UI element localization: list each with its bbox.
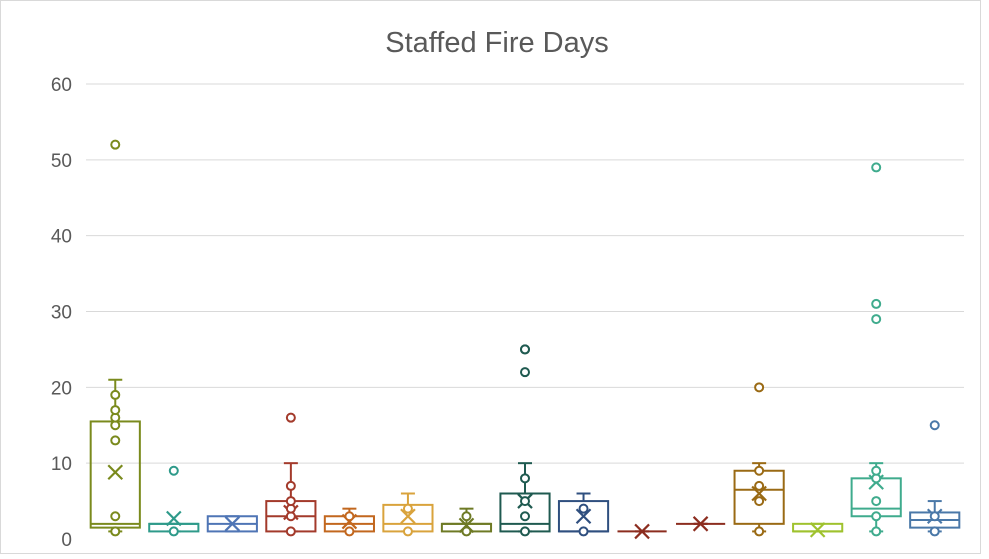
box-series <box>440 507 493 537</box>
box-series <box>323 507 375 537</box>
box-series <box>557 492 610 537</box>
box-series <box>909 420 961 537</box>
box-series <box>676 516 726 532</box>
data-point <box>285 480 296 491</box>
box-series <box>89 139 141 537</box>
data-point <box>461 526 472 537</box>
y-tick-label: 0 <box>61 530 72 551</box>
box-series <box>499 344 551 537</box>
outlier-point <box>168 465 179 476</box>
data-point <box>402 503 413 514</box>
box-series <box>792 522 844 538</box>
box-series <box>382 492 434 537</box>
data-point <box>285 526 296 537</box>
data-point <box>168 526 179 537</box>
data-point <box>110 511 121 522</box>
data-point <box>110 435 121 446</box>
y-tick-label: 10 <box>51 454 72 475</box>
data-point <box>578 503 589 514</box>
data-point <box>929 526 940 537</box>
y-tick-label: 50 <box>51 151 72 172</box>
data-point <box>344 526 355 537</box>
y-axis-tick-labels: 0 10 20 30 40 50 60 <box>51 75 72 551</box>
outlier-point <box>929 420 940 431</box>
data-point <box>110 389 121 400</box>
data-point <box>754 526 765 537</box>
data-point <box>929 511 940 522</box>
data-point <box>520 526 530 537</box>
mean-marker <box>224 516 241 532</box>
outlier-point <box>520 367 530 378</box>
data-point <box>754 465 765 476</box>
box-series <box>850 162 902 537</box>
chart-title: Staffed Fire Days <box>385 27 609 59</box>
data-point <box>520 511 530 522</box>
outlier-point <box>871 298 882 309</box>
mean-marker <box>751 485 767 502</box>
data-point <box>461 511 472 522</box>
box-series-group <box>89 139 961 540</box>
data-point <box>402 526 413 537</box>
outlier-point <box>285 412 296 423</box>
outlier-point <box>871 314 882 325</box>
mean-marker <box>400 508 416 525</box>
outlier-point <box>110 139 121 150</box>
box-series <box>617 523 667 540</box>
mean-marker <box>692 516 709 532</box>
data-point <box>871 526 882 537</box>
outlier-point <box>754 382 765 393</box>
data-point <box>871 511 882 522</box>
data-point <box>285 496 296 507</box>
box-series <box>206 515 258 533</box>
gridlines <box>86 83 964 464</box>
y-tick-label: 30 <box>51 303 72 324</box>
data-point <box>344 511 355 522</box>
y-tick-label: 60 <box>51 75 72 96</box>
data-point <box>520 496 530 507</box>
box-series <box>148 465 200 537</box>
y-tick-label: 20 <box>51 378 72 399</box>
data-point <box>110 405 121 416</box>
mean-marker <box>107 464 124 481</box>
mean-marker <box>575 508 592 525</box>
data-point <box>871 465 882 476</box>
data-point <box>871 496 882 507</box>
mean-marker <box>809 522 826 538</box>
mean-marker <box>634 523 650 540</box>
data-point <box>578 526 589 537</box>
data-point <box>754 496 765 507</box>
mean-marker <box>166 510 182 527</box>
data-point <box>754 480 765 491</box>
outlier-point <box>871 162 882 173</box>
data-point <box>520 473 530 484</box>
data-point <box>110 526 121 537</box>
box-series <box>265 412 317 537</box>
outlier-point <box>520 344 530 355</box>
box-series <box>733 382 785 537</box>
y-tick-label: 40 <box>51 227 72 248</box>
